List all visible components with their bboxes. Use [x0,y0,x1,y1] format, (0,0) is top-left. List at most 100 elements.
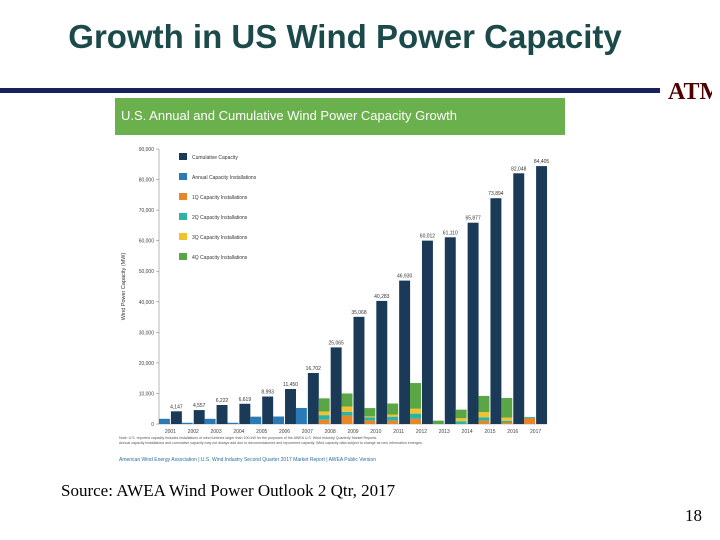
quarterly-bar-segment [501,398,513,418]
data-label: 61,110 [443,230,458,236]
quarterly-bar-segment [318,411,330,416]
x-tick-label: 2001 [165,429,176,435]
x-tick-label: 2015 [484,429,495,435]
quarterly-bar-segment [318,419,330,424]
legend-label: Cumulative Capacity [192,155,238,161]
legend-label: 1Q Capacity Installations [192,195,248,201]
y-tick-label: 40,000 [139,300,155,306]
x-tick-label: 2004 [233,429,244,435]
x-tick-label: 2013 [439,429,450,435]
y-axis-label: Wind Power Capacity (MW) [121,253,127,321]
quarterly-bar-segment [364,408,376,417]
data-label: 65,877 [465,216,481,222]
y-tick-label: 80,000 [139,178,155,184]
x-tick-label: 2006 [279,429,290,435]
legend-swatch [179,233,187,240]
x-tick-label: 2011 [393,429,404,435]
cumulative-bar [444,237,456,424]
annual-bar [204,418,216,424]
quarterly-bar-segment [341,415,353,424]
data-label: 82,048 [511,166,527,172]
annual-bar [250,416,262,424]
quarterly-bar-segment [501,420,513,423]
annual-bar [273,416,285,424]
quarterly-bar-segment [455,418,467,422]
y-tick-label: 90,000 [139,147,155,153]
x-tick-label: 2005 [256,429,267,435]
legend-label: 4Q Capacity Installations [192,255,248,261]
quarterly-bar-segment [387,403,399,415]
quarterly-bar-segment [410,408,421,414]
y-tick-label: 60,000 [139,239,155,245]
legend-label: 3Q Capacity Installations [192,235,248,241]
x-tick-label: 2003 [210,429,221,435]
annual-bar [295,407,307,424]
logo-text: ATM [668,79,712,105]
data-label: 6,222 [216,398,229,404]
chart-note-line-1: Note: U.S. reported capacity includes in… [119,436,377,440]
cumulative-bar [193,410,205,424]
y-tick-label: 30,000 [139,330,155,336]
quarterly-bar-segment [501,422,513,424]
cumulative-bar [467,222,479,424]
quarterly-bar-segment [387,414,399,417]
data-label: 4,557 [193,403,206,409]
quarterly-bar-segment [478,417,490,421]
y-tick-label: 20,000 [139,361,155,367]
chart-header: U.S. Annual and Cumulative Wind Power Ca… [115,98,565,135]
quarterly-bar-segment [524,416,536,418]
data-label: 84,405 [534,159,550,165]
quarterly-bar-segment [387,420,399,424]
quarterly-bar-segment [364,420,376,424]
y-tick-label: 50,000 [139,269,155,275]
legend-swatch [179,193,187,200]
quarterly-bar-segment [410,383,421,409]
cumulative-bar [307,372,319,424]
data-label: 46,930 [397,274,413,280]
cumulative-bar [216,404,228,424]
data-label: 8,993 [261,390,274,396]
quarterly-bar-segment [318,398,330,412]
data-label: 16,702 [306,366,322,372]
cumulative-bar [421,240,433,424]
data-label: 25,065 [329,340,345,346]
x-tick-label: 2007 [302,429,313,435]
cumulative-bar [536,166,548,424]
page-number: 18 [685,506,702,525]
x-tick-label: 2009 [347,429,358,435]
data-label: 73,894 [488,191,504,197]
cumulative-bar [239,403,251,424]
legend-swatch [179,173,187,180]
quarterly-bar-segment [478,412,490,418]
quarterly-bar-segment [410,413,421,419]
wind-capacity-chart: 0 10,000 20,000 30,000 40,000 50,000 60,000 70,… [119,147,550,463]
annual-bar [227,422,239,424]
quarterly-bar-segment [318,415,330,420]
cumulative-bar [170,411,182,424]
cumulative-bar [285,389,296,424]
data-label: 11,450 [283,382,298,388]
cumulative-bar [399,280,411,424]
x-tick-label: 2014 [462,429,473,435]
legend-swatch [179,213,187,220]
quarterly-bar-segment [410,418,421,424]
legend-label: Annual Capacity Installations [192,175,257,181]
source-citation: Source: AWEA Wind Power Outlook 2 Qtr, 2… [61,481,396,500]
cumulative-bar [353,316,365,424]
cumulative-bar [376,300,388,424]
quarterly-bar-segment [341,406,353,412]
quarterly-bar-segment [478,395,490,413]
legend-swatch [179,153,187,160]
title-divider [0,88,660,93]
x-tick-label: 2012 [416,429,427,435]
quarterly-bar-segment [387,416,399,421]
quarterly-bar-segment [524,417,536,424]
chart-title: U.S. Annual and Cumulative Wind Power Ca… [121,108,457,123]
annual-bar [181,422,193,424]
x-tick-label: 2016 [507,429,518,435]
data-label: 35,068 [351,310,367,316]
x-tick-label: 2010 [370,429,381,435]
quarterly-bar-segment [432,420,444,424]
legend-swatch [179,253,187,260]
cumulative-bar [262,396,274,424]
